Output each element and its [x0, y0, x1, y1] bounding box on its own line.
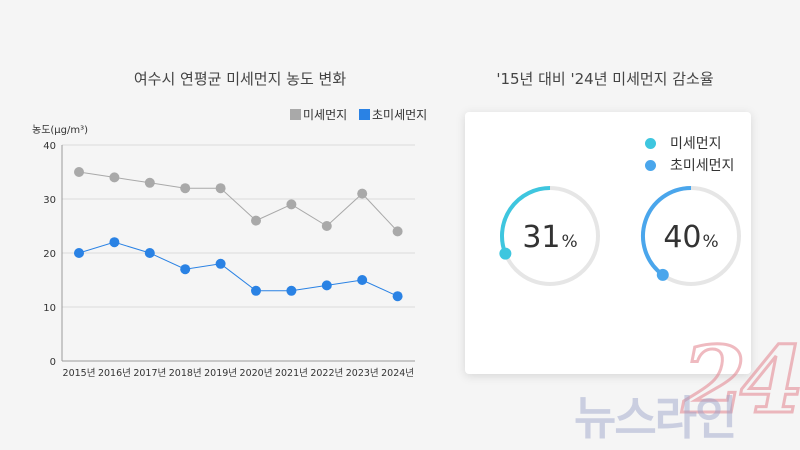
y-tick-label: 10 [43, 303, 56, 314]
data-point [215, 183, 226, 194]
data-point [180, 264, 191, 275]
gauge-charts: 31% 40% [499, 186, 741, 286]
data-point [251, 285, 261, 296]
legend-dot-icon [645, 159, 656, 171]
gauge-legend: 미세먼지 초미세먼지 [645, 132, 734, 176]
y-tick-label: 0 [50, 357, 56, 368]
news-logo-watermark: 24 뉴스라인 [572, 325, 800, 450]
data-point [392, 291, 403, 302]
x-tick-label: 2017년 [133, 368, 166, 379]
data-point [357, 275, 368, 285]
gauge-legend-label: 초미세먼지 [670, 158, 735, 174]
gauge-value: 31% [522, 220, 577, 255]
gauge-legend-label: 미세먼지 [670, 136, 722, 152]
data-point [286, 285, 297, 296]
gauge-value: 40% [663, 220, 718, 255]
data-point [109, 172, 120, 183]
series-line [78, 171, 398, 232]
data-point [357, 188, 368, 199]
y-axis-label: 농도(μg/m³) [32, 124, 88, 136]
x-tick-label: 2019년 [204, 368, 237, 379]
data-point [392, 226, 403, 237]
data-point [144, 248, 155, 258]
gauge-legend-item-pm25: 초미세먼지 [645, 154, 734, 176]
series-line [78, 241, 398, 297]
line-chart-title: 여수시 연평균 미세먼지 농도 변화 [133, 70, 347, 88]
x-tick-label: 2022년 [310, 368, 343, 379]
data-point [321, 221, 332, 231]
y-tick-label: 30 [43, 195, 56, 206]
x-tick-label: 2016년 [98, 368, 131, 379]
legend-swatch-icon [359, 109, 370, 120]
x-tick-label: 2023년 [346, 368, 379, 379]
x-tick-label: 2018년 [169, 368, 202, 379]
data-point [321, 280, 332, 291]
logo-text: 뉴스라인 [574, 391, 737, 445]
logo-numeral: 24 [680, 325, 800, 436]
gauge-arc [641, 186, 692, 277]
data-point [74, 167, 84, 177]
data-point [215, 258, 226, 269]
data-point [144, 177, 155, 188]
data-point [286, 199, 297, 210]
gauge-legend-item-pm10: 미세먼지 [645, 132, 734, 154]
legend-label: 미세먼지 [303, 108, 347, 122]
gauge-knob [499, 247, 512, 260]
data-point [109, 237, 120, 248]
x-tick-label: 2024년 [381, 368, 414, 379]
gauge-knob [656, 268, 669, 281]
legend-swatch-icon [290, 109, 301, 120]
legend-dot-icon [645, 137, 656, 149]
legend-label: 초미세먼지 [372, 108, 427, 122]
gauge-arc [500, 186, 551, 255]
data-point [74, 248, 84, 258]
gauge-card: 미세먼지 초미세먼지 31% 40% [465, 112, 751, 374]
y-tick-label: 20 [43, 249, 56, 260]
data-point [180, 183, 191, 194]
x-tick-label: 2015년 [63, 368, 96, 379]
data-point [251, 215, 261, 226]
x-tick-label: 2021년 [275, 368, 308, 379]
gauge-chart-title: '15년 대비 '24년 미세먼지 감소율 [496, 70, 714, 88]
y-tick-label: 40 [43, 141, 56, 152]
x-tick-label: 2020년 [240, 368, 273, 379]
